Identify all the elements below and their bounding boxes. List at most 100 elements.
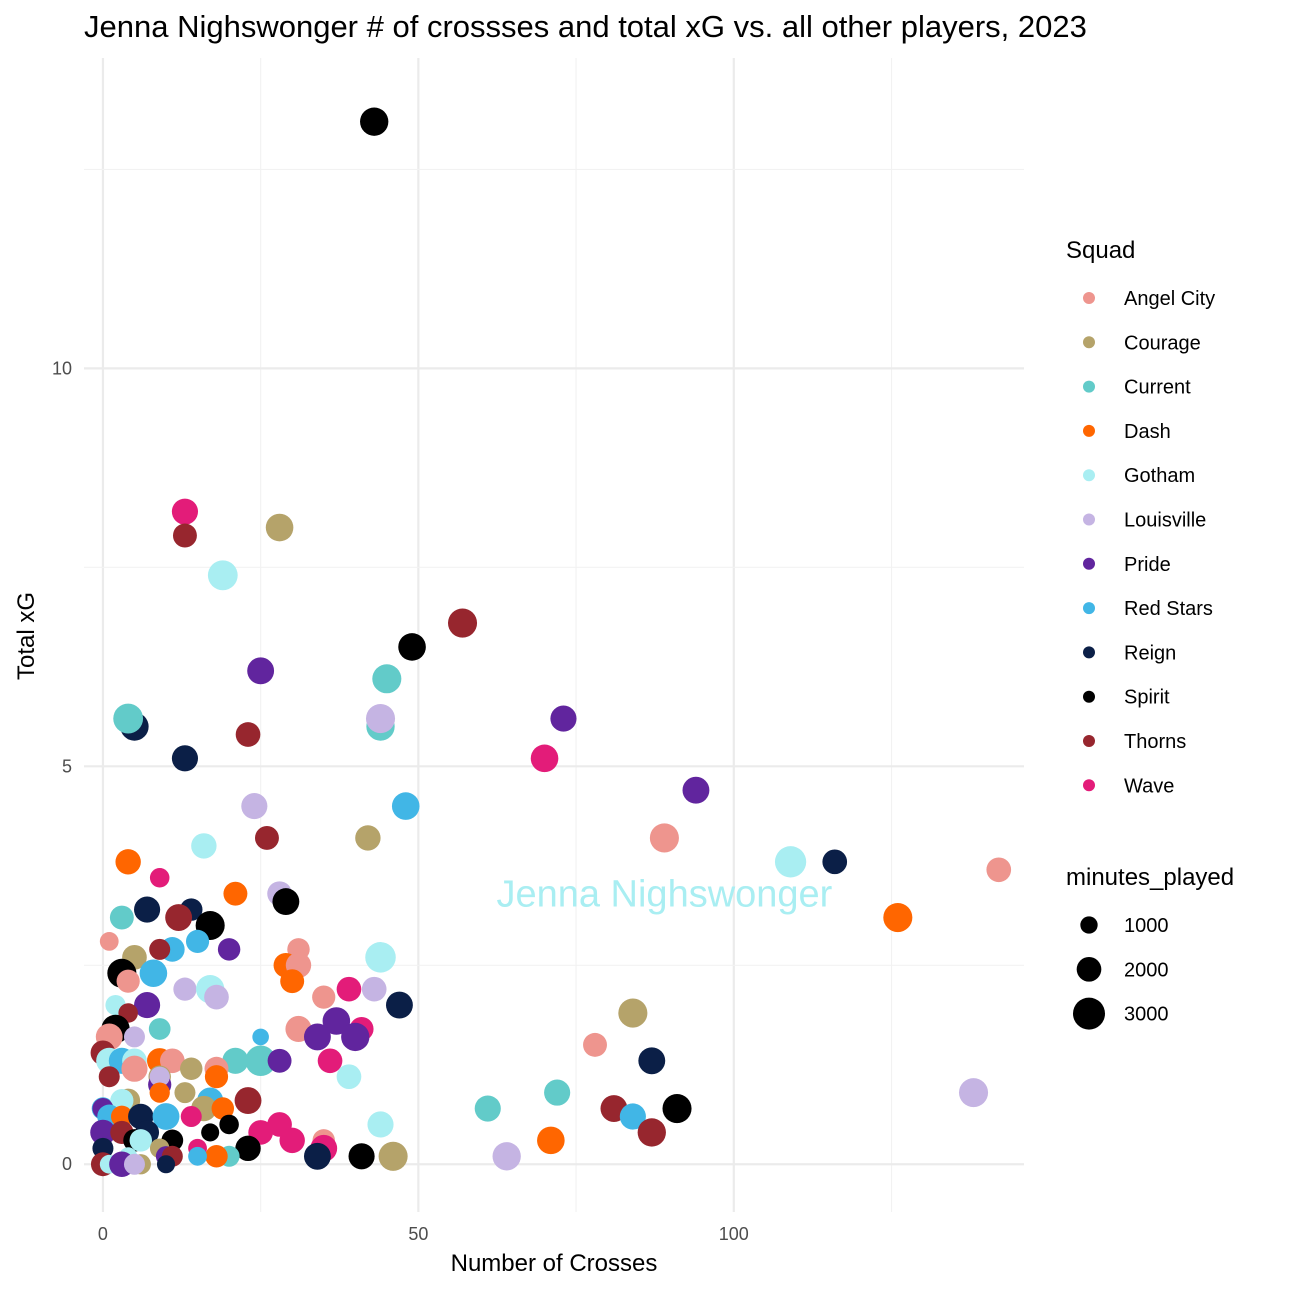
legend-swatch [1083, 779, 1095, 792]
legend-swatch [1083, 292, 1095, 304]
data-point [348, 1143, 375, 1170]
minutes-legend: minutes_played 1000 2000 3000 [1066, 864, 1234, 1030]
data-point [217, 938, 241, 961]
data-point [619, 1103, 646, 1130]
legend-swatch [1083, 380, 1095, 393]
data-point [272, 888, 300, 916]
data-point [123, 1153, 145, 1175]
legend-label: Spirit [1124, 687, 1170, 709]
y-tick-label: 10 [52, 358, 72, 378]
data-point [180, 1105, 202, 1127]
data-point [322, 1007, 351, 1035]
data-point [171, 745, 199, 772]
size-legend-label: 2000 [1124, 959, 1169, 981]
data-point [367, 1111, 394, 1138]
legend-label: Courage [1124, 332, 1201, 354]
data-point [544, 1079, 571, 1106]
data-point [986, 857, 1012, 883]
legend-label: Angel City [1124, 288, 1215, 310]
data-point [159, 1048, 185, 1074]
data-point [90, 1119, 116, 1146]
data-point [204, 984, 229, 1010]
data-point [583, 1032, 607, 1057]
data-point [279, 1127, 305, 1154]
legend-swatch [1083, 735, 1095, 747]
data-point [191, 833, 217, 859]
data-point [303, 1023, 331, 1051]
data-point [235, 1135, 261, 1162]
data-point [265, 513, 294, 542]
data-point [149, 867, 170, 888]
data-point [883, 902, 913, 933]
data-point [492, 1142, 521, 1171]
data-point [234, 1087, 262, 1115]
data-point [134, 896, 161, 923]
data-point [204, 1065, 229, 1089]
data-point [99, 932, 119, 951]
data-point [219, 1114, 239, 1135]
legend-swatch [1083, 646, 1095, 659]
legend-swatch [1083, 336, 1095, 349]
data-point [156, 1155, 176, 1174]
data-point [550, 705, 577, 732]
legend-swatch [1083, 557, 1095, 570]
data-point [280, 969, 305, 994]
data-point [822, 849, 848, 875]
data-point [222, 1047, 249, 1074]
size-legend-dot [1076, 956, 1102, 982]
data-point [638, 1047, 666, 1075]
data-point [372, 664, 402, 694]
data-point [134, 992, 161, 1019]
data-point [355, 825, 381, 851]
data-points [90, 107, 1012, 1177]
data-point [207, 560, 238, 591]
data-point [474, 1095, 501, 1122]
data-point [336, 1064, 362, 1090]
data-point [201, 1123, 220, 1142]
data-point [336, 976, 362, 1002]
size-legend-label: 3000 [1124, 1004, 1169, 1026]
legend-label: Thorns [1124, 731, 1186, 753]
data-point [149, 938, 171, 960]
data-point [110, 1105, 133, 1128]
data-point [152, 1103, 180, 1130]
legend-label: Current [1124, 377, 1191, 399]
data-point [123, 1026, 145, 1048]
y-tick-label: 5 [62, 756, 72, 776]
data-point [113, 703, 144, 734]
data-point [129, 1129, 153, 1152]
y-axis-ticks: 0 5 10 [52, 358, 72, 1174]
chart-title: Jenna Nighswonger # of crossses and tota… [84, 9, 1087, 44]
data-point [378, 1141, 408, 1171]
data-point [110, 1088, 134, 1113]
data-point [241, 793, 268, 820]
data-point [121, 1055, 148, 1082]
size-legend-dot [1073, 997, 1105, 1030]
x-axis-ticks: 0 50 100 [98, 1224, 749, 1244]
annotation-label: Jenna Nighswonger [496, 874, 832, 916]
data-point [205, 1145, 228, 1168]
data-point [649, 823, 679, 853]
data-point [247, 657, 275, 685]
data-point [149, 1066, 170, 1087]
legend-swatch [1083, 424, 1095, 437]
data-point [361, 976, 387, 1002]
legend-swatch [1083, 602, 1095, 615]
squad-legend-title: Squad [1066, 237, 1135, 264]
legend-swatch [1083, 513, 1095, 526]
data-point [447, 608, 478, 638]
data-point [662, 1094, 692, 1124]
data-point [172, 523, 197, 548]
data-point [165, 904, 193, 931]
data-point [188, 1146, 207, 1166]
legend-label: Louisville [1124, 510, 1206, 532]
data-point [109, 905, 134, 930]
data-point [391, 792, 420, 820]
squad-legend: Squad Angel City Courage Current Dash Gotham… [1066, 237, 1215, 797]
data-point [365, 942, 396, 973]
data-point [365, 704, 396, 734]
data-point [185, 929, 210, 954]
legend-label: Pride [1124, 554, 1171, 576]
data-point [148, 1018, 171, 1040]
data-point [116, 969, 140, 993]
